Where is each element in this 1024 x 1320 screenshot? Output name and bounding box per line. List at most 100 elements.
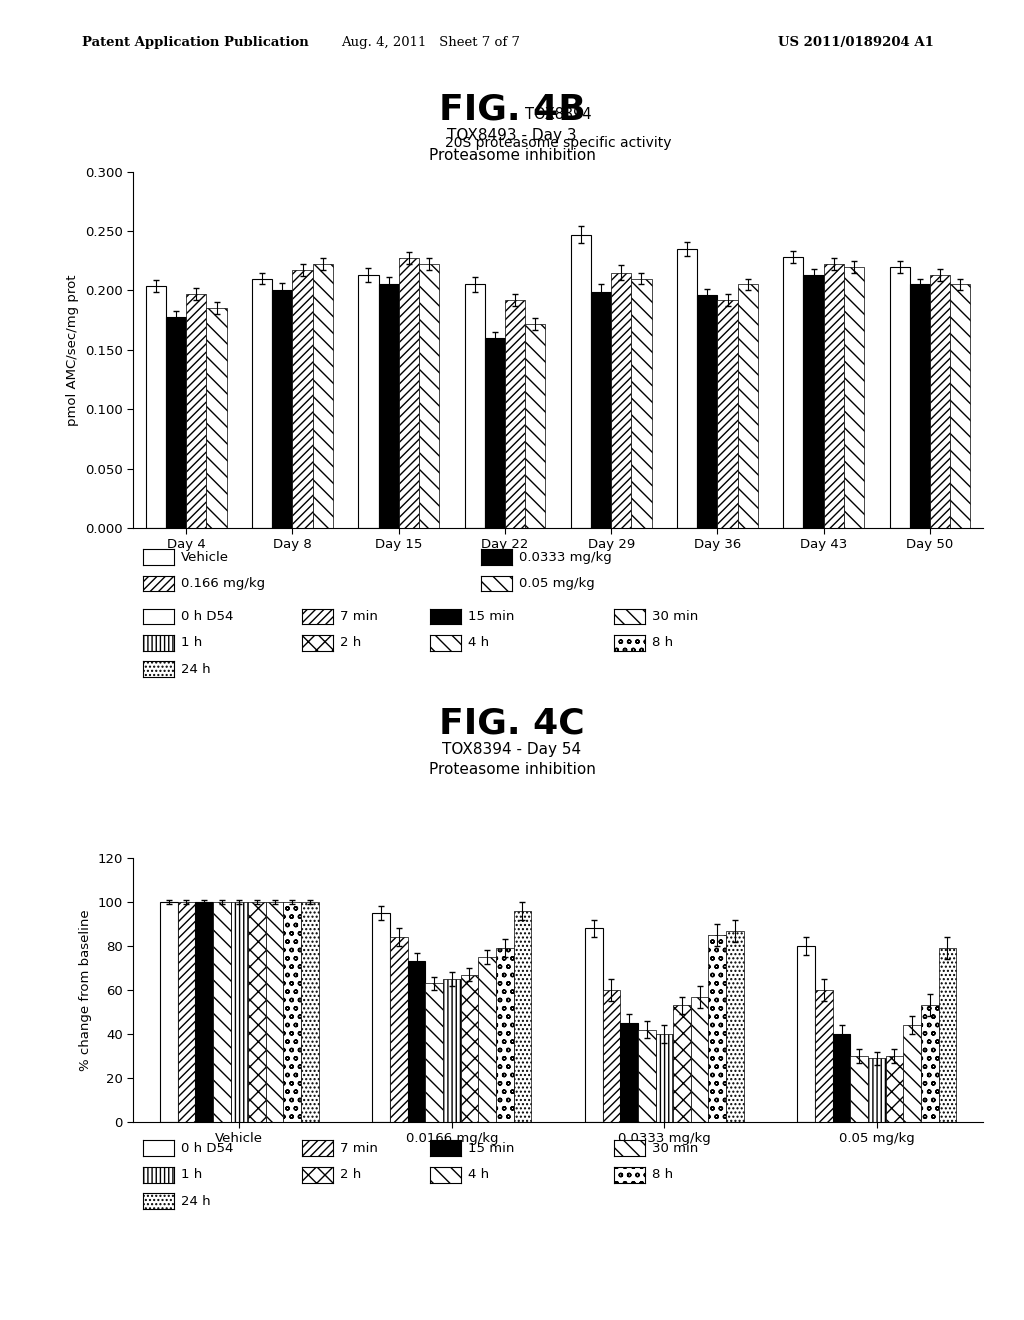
Bar [461, 974, 478, 1122]
Text: Aug. 4, 2011   Sheet 7 of 7: Aug. 4, 2011 Sheet 7 of 7 [341, 36, 519, 49]
Text: 30 min: 30 min [652, 610, 698, 623]
Text: 0.166 mg/kg: 0.166 mg/kg [181, 577, 265, 590]
Bar [709, 935, 726, 1122]
Bar [312, 264, 333, 528]
Y-axis label: % change from baseline: % change from baseline [79, 909, 92, 1071]
Bar [783, 257, 804, 528]
Text: Patent Application Publication: Patent Application Publication [82, 36, 308, 49]
Bar [145, 285, 166, 528]
Bar [443, 979, 461, 1122]
Text: Proteasome inhibition: Proteasome inhibition [429, 148, 595, 162]
Bar [293, 271, 312, 528]
Text: 30 min: 30 min [652, 1142, 698, 1155]
Bar [230, 902, 248, 1122]
Bar [921, 1006, 939, 1122]
Bar [484, 338, 505, 528]
Bar [823, 264, 844, 528]
Bar [496, 948, 514, 1122]
Text: FIG. 4B: FIG. 4B [438, 92, 586, 127]
Bar [591, 292, 611, 528]
Bar [621, 1023, 638, 1122]
Bar [850, 1056, 868, 1122]
Bar [632, 279, 651, 528]
Bar [514, 911, 531, 1122]
Bar [804, 275, 823, 528]
Bar [868, 1059, 886, 1122]
Text: FIG. 4C: FIG. 4C [439, 706, 585, 741]
Bar [177, 902, 196, 1122]
Bar [737, 285, 758, 528]
Text: 15 min: 15 min [468, 1142, 514, 1155]
Bar [886, 1056, 903, 1122]
Bar [903, 1026, 921, 1122]
Bar [602, 990, 621, 1122]
Bar [465, 285, 484, 528]
Bar [726, 931, 743, 1122]
Bar [525, 323, 546, 528]
Text: 0 h D54: 0 h D54 [181, 1142, 233, 1155]
Bar [425, 983, 443, 1122]
Bar [833, 1034, 850, 1122]
Text: 24 h: 24 h [181, 1195, 211, 1208]
Bar [677, 248, 697, 528]
Bar [196, 902, 213, 1122]
Text: 7 min: 7 min [340, 1142, 378, 1155]
Bar [373, 913, 390, 1122]
Bar [655, 1034, 673, 1122]
Text: 4 h: 4 h [468, 636, 489, 649]
Bar [186, 294, 207, 528]
Bar [301, 902, 318, 1122]
Text: 0.0333 mg/kg: 0.0333 mg/kg [519, 550, 612, 564]
Bar [673, 1006, 691, 1122]
Text: 15 min: 15 min [468, 610, 514, 623]
Bar [585, 928, 602, 1122]
Bar [930, 275, 950, 528]
Bar [478, 957, 496, 1122]
Bar [638, 1030, 655, 1122]
Text: 1 h: 1 h [181, 636, 203, 649]
Bar [697, 296, 718, 528]
Bar [166, 317, 186, 528]
Text: TOX8394 - Day 54: TOX8394 - Day 54 [442, 742, 582, 756]
Bar [419, 264, 439, 528]
Text: US 2011/0189204 A1: US 2011/0189204 A1 [778, 36, 934, 49]
Bar [939, 948, 956, 1122]
Bar [408, 961, 425, 1122]
Text: Vehicle: Vehicle [181, 550, 229, 564]
Text: 24 h: 24 h [181, 663, 211, 676]
Bar [718, 300, 737, 528]
Bar [950, 285, 971, 528]
Text: 8 h: 8 h [652, 1168, 674, 1181]
Text: 2 h: 2 h [340, 1168, 361, 1181]
Bar [266, 902, 284, 1122]
Bar [207, 308, 226, 528]
Bar [611, 272, 632, 528]
Y-axis label: pmol AMC/sec/mg prot: pmol AMC/sec/mg prot [67, 275, 79, 425]
Bar [798, 946, 815, 1122]
Bar [358, 275, 379, 528]
Bar [160, 902, 177, 1122]
Text: TOX8394: TOX8394 [524, 107, 592, 121]
Bar [815, 990, 833, 1122]
Text: 7 min: 7 min [340, 610, 378, 623]
Text: 2 h: 2 h [340, 636, 361, 649]
Text: 1 h: 1 h [181, 1168, 203, 1181]
Bar [691, 997, 709, 1122]
Text: 20S proteasome specific activity: 20S proteasome specific activity [444, 136, 672, 150]
Text: 0 h D54: 0 h D54 [181, 610, 233, 623]
Text: Proteasome inhibition: Proteasome inhibition [429, 762, 595, 776]
Bar [272, 290, 293, 528]
Text: 0.05 mg/kg: 0.05 mg/kg [519, 577, 595, 590]
Bar [505, 300, 525, 528]
Bar [284, 902, 301, 1122]
Bar [398, 259, 419, 528]
Bar [890, 267, 909, 528]
Bar [844, 267, 864, 528]
Bar [248, 902, 266, 1122]
Bar [379, 285, 398, 528]
Bar [909, 285, 930, 528]
Bar [390, 937, 408, 1122]
Text: 8 h: 8 h [652, 636, 674, 649]
Bar [213, 902, 230, 1122]
Text: 4 h: 4 h [468, 1168, 489, 1181]
